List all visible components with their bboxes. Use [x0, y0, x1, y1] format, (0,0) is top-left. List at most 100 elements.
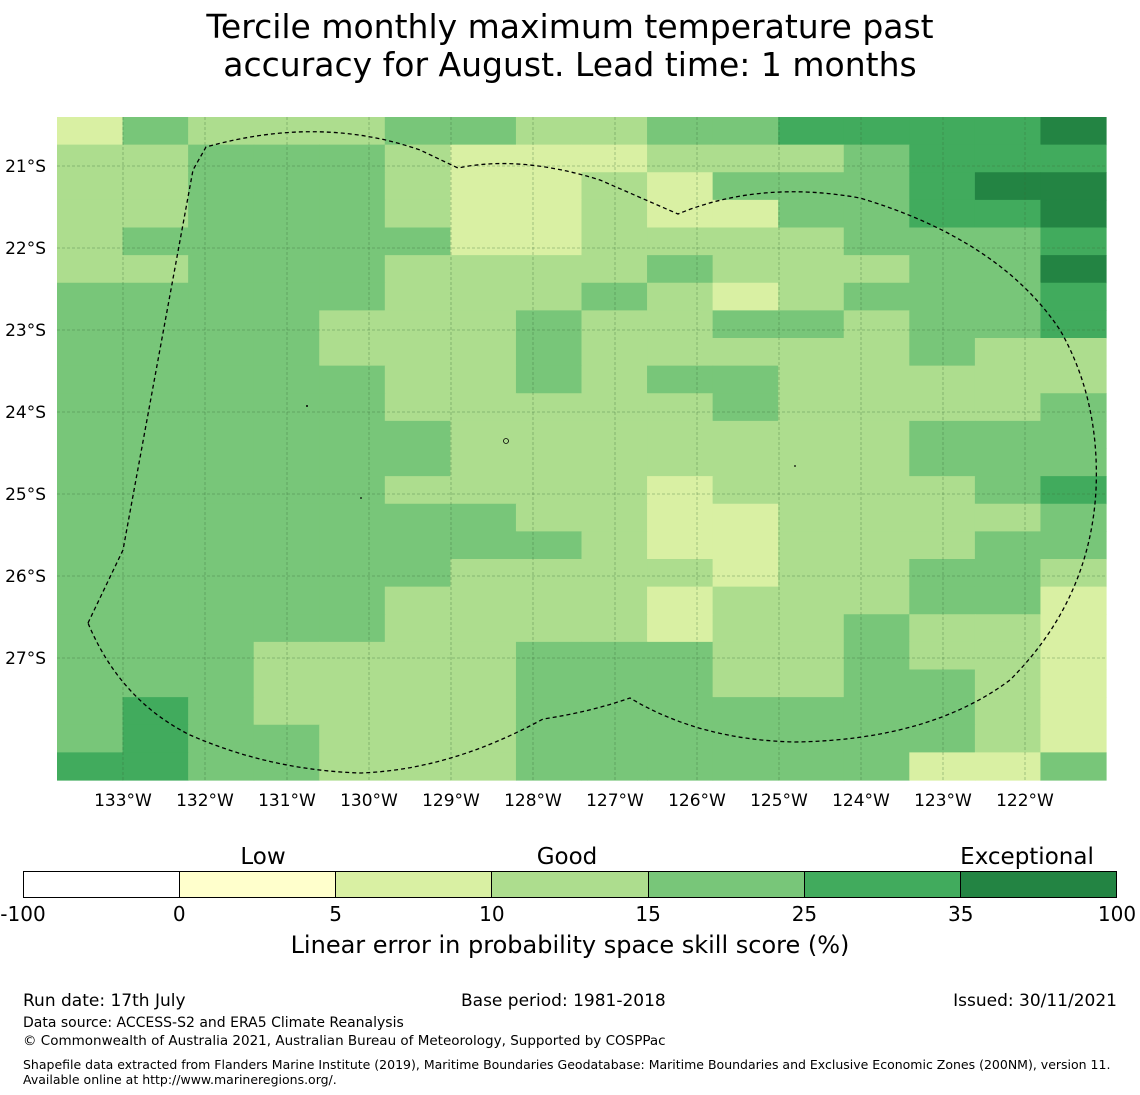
grid-cell: [1040, 338, 1107, 367]
colorbar-tick-label: 35: [947, 902, 974, 926]
grid-cell: [843, 172, 910, 201]
grid-cell: [581, 255, 648, 284]
grid-cell: [515, 752, 583, 781]
grid-cell: [974, 697, 1042, 726]
latitude-label: 21°S: [5, 157, 46, 177]
grid-cell: [57, 641, 124, 671]
latitude-label: 26°S: [5, 567, 46, 587]
grid-cell: [909, 697, 976, 726]
longitude-label: 124°W: [832, 791, 890, 811]
grid-cell: [909, 669, 976, 698]
grid-cell: [712, 310, 779, 339]
colorbar-tick-label: 10: [479, 902, 505, 926]
grid-cell: [974, 476, 1042, 505]
grid-cell: [581, 393, 648, 422]
grid-cell: [384, 641, 451, 671]
grid-cell: [974, 393, 1042, 422]
grid-cell: [974, 172, 1042, 201]
grid-cell: [1040, 503, 1107, 532]
grid-cell: [188, 255, 255, 284]
grid-cell: [57, 199, 124, 229]
grid-cell: [384, 448, 451, 477]
colorbar-tick-label: -100: [0, 902, 46, 926]
grid-cell: [843, 586, 910, 615]
grid-cell: [778, 448, 845, 477]
grid-cell: [57, 476, 124, 505]
grid-cell: [974, 559, 1042, 588]
grid-cell: [974, 531, 1042, 560]
grid-cell: [253, 448, 320, 477]
grid-cell: [778, 476, 845, 505]
colorbar-segment: [180, 872, 337, 897]
grid-cell: [450, 420, 517, 450]
island-mark: [306, 405, 308, 407]
grid-cell: [647, 310, 714, 339]
grid-cell: [122, 144, 189, 173]
grid-cell: [712, 559, 779, 588]
colorbar-tick-label: 25: [791, 902, 818, 926]
grid-cell: [319, 697, 386, 726]
grid-cell: [57, 365, 124, 394]
grid-cell: [778, 310, 845, 339]
grid-cell: [909, 641, 976, 671]
grid-cell: [515, 117, 583, 146]
longitude-label: 132°W: [176, 791, 234, 811]
grid-cell: [778, 586, 845, 615]
grid-cell: [515, 227, 583, 256]
grid-cell: [1040, 697, 1107, 726]
grid-cell: [188, 310, 255, 339]
grid-cell: [909, 255, 976, 284]
grid-cell: [712, 531, 779, 560]
grid-cell: [384, 199, 451, 229]
grid-cell: [384, 282, 451, 311]
grid-cell: [450, 503, 517, 532]
longitude-label: 130°W: [340, 791, 398, 811]
colorbar-segment: [648, 872, 805, 897]
longitude-label: 129°W: [422, 791, 480, 811]
grid-cell: [647, 365, 714, 394]
grid-cell: [450, 227, 517, 256]
grid-cell: [450, 338, 517, 367]
grid-cell: [647, 503, 714, 532]
colorbar-segment: [24, 872, 181, 897]
grid-cell: [57, 393, 124, 422]
grid-cell: [712, 282, 779, 311]
grid-cell: [515, 144, 583, 173]
grid-cell: [450, 117, 517, 146]
grid-cell: [450, 365, 517, 394]
grid-cell: [122, 503, 189, 532]
grid-cell: [515, 365, 583, 394]
grid-cell: [1040, 144, 1107, 173]
grid-cell: [712, 448, 779, 477]
grid-cell: [712, 172, 779, 201]
grid-cell: [188, 117, 255, 146]
grid-cell: [1040, 310, 1107, 339]
grid-cell: [319, 338, 386, 367]
grid-cell: [647, 393, 714, 422]
copyright: © Commonwealth of Australia 2021, Austra…: [23, 1033, 666, 1049]
grid-cell: [778, 365, 845, 394]
grid-cell: [647, 614, 714, 643]
grid-cell: [188, 420, 255, 450]
grid-cell: [319, 172, 386, 201]
grid-cell: [515, 172, 583, 201]
grid-cell: [843, 614, 910, 643]
grid-cell: [384, 420, 451, 450]
grid-cell: [581, 752, 648, 781]
grid-cell: [974, 724, 1042, 753]
grid-cell: [122, 310, 189, 339]
grid-cell: [253, 144, 320, 173]
grid-cell: [843, 227, 910, 256]
grid-cell: [974, 117, 1042, 146]
grid-cell: [647, 559, 714, 588]
grid-cell: [778, 255, 845, 284]
grid-cell: [712, 144, 779, 173]
grid-cell: [1040, 614, 1107, 643]
grid-cell: [122, 365, 189, 394]
grid-cell: [122, 559, 189, 588]
grid-cell: [57, 752, 124, 781]
grid-cell: [712, 614, 779, 643]
grid-cell: [188, 227, 255, 256]
grid-cell: [712, 697, 779, 726]
latitude-labels: 21°S 22°S 23°S 24°S 25°S 26°S 27°S: [5, 157, 46, 669]
